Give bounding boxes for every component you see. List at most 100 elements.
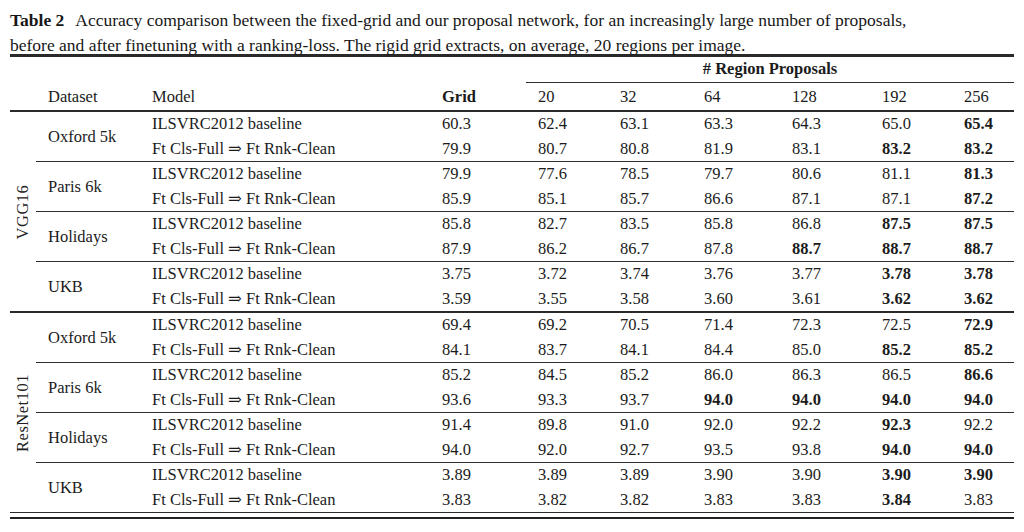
value-cell: 81.1 [870, 164, 952, 184]
network-label-cell: VGG16 [10, 112, 36, 311]
model-name: ILSVRC2012 baseline [140, 264, 430, 284]
model-name: Ft Cls-Full ⇒ Ft Rnk-Clean [140, 340, 430, 360]
value-cell: 87.2 [952, 189, 1014, 209]
value-cell: 83.2 [952, 139, 1014, 159]
model-name: Ft Cls-Full ⇒ Ft Rnk-Clean [140, 139, 430, 159]
model-name: Ft Cls-Full ⇒ Ft Rnk-Clean [140, 440, 430, 460]
value-cell: 81.3 [952, 164, 1014, 184]
value-cell: 89.8 [526, 415, 608, 435]
value-cell: 92.3 [870, 415, 952, 435]
col-header-model: Model [140, 87, 430, 107]
value-cell: 69.2 [526, 315, 608, 335]
value-cell: 85.8 [692, 214, 780, 234]
value-cell: 72.9 [952, 315, 1014, 335]
span-header-row: # Region Proposals [10, 57, 1014, 83]
value-cell: 85.2 [952, 340, 1014, 360]
value-cell: 3.90 [870, 465, 952, 485]
value-cell: 84.5 [526, 365, 608, 385]
value-cell: 93.7 [608, 390, 692, 410]
col-header-32: 32 [608, 87, 692, 107]
value-cell: 3.75 [430, 264, 526, 284]
model-name: Ft Cls-Full ⇒ Ft Rnk-Clean [140, 390, 430, 410]
value-cell: 3.76 [692, 264, 780, 284]
value-cell: 87.5 [870, 214, 952, 234]
value-cell: 77.6 [526, 164, 608, 184]
value-cell: 3.58 [608, 289, 692, 309]
dataset-group: Paris 6k ILSVRC2012 baseline85.284.585.2… [36, 362, 1014, 412]
value-cell: 3.78 [952, 264, 1014, 284]
value-cell: 87.1 [780, 189, 870, 209]
col-header-dataset: Dataset [36, 87, 140, 107]
value-cell: 94.0 [870, 440, 952, 460]
model-name: Ft Cls-Full ⇒ Ft Rnk-Clean [140, 239, 430, 259]
dataset-name: Holidays [36, 227, 140, 247]
model-name: ILSVRC2012 baseline [140, 214, 430, 234]
value-cell: 85.0 [780, 340, 870, 360]
value-cell: 94.0 [430, 440, 526, 460]
value-cell: 3.62 [952, 289, 1014, 309]
network-label: VGG16 [13, 184, 33, 239]
paper-page: Table 2Accuracy comparison between the f… [0, 0, 1024, 532]
value-cell: 93.3 [526, 390, 608, 410]
caption-line-1: Table 2Accuracy comparison between the f… [10, 10, 906, 30]
model-name: ILSVRC2012 baseline [140, 465, 430, 485]
value-cell: 3.62 [870, 289, 952, 309]
dataset-name: UKB [36, 478, 140, 498]
value-cell: 85.2 [430, 365, 526, 385]
dataset-group: UKB ILSVRC2012 baseline3.753.723.743.763… [36, 261, 1014, 311]
value-cell: 84.1 [430, 340, 526, 360]
value-cell: 85.2 [608, 365, 692, 385]
value-cell: 87.8 [692, 239, 780, 259]
value-cell: 3.59 [430, 289, 526, 309]
value-cell: 83.5 [608, 214, 692, 234]
model-name: Ft Cls-Full ⇒ Ft Rnk-Clean [140, 189, 430, 209]
value-cell: 3.83 [692, 490, 780, 510]
dataset-name: Oxford 5k [36, 328, 140, 348]
value-cell: 72.5 [870, 315, 952, 335]
value-cell: 3.55 [526, 289, 608, 309]
value-cell: 3.82 [526, 490, 608, 510]
dataset-name: Oxford 5k [36, 127, 140, 147]
value-cell: 3.74 [608, 264, 692, 284]
value-cell: 3.89 [608, 465, 692, 485]
value-cell: 80.7 [526, 139, 608, 159]
value-cell: 87.9 [430, 239, 526, 259]
network-label-cell: ResNet101 [10, 313, 36, 512]
value-cell: 94.0 [952, 390, 1014, 410]
value-cell: 69.4 [430, 315, 526, 335]
caption-text-1: Accuracy comparison between the fixed-gr… [75, 10, 906, 30]
value-cell: 64.3 [780, 114, 870, 134]
value-cell: 3.89 [430, 465, 526, 485]
value-cell: 85.1 [526, 189, 608, 209]
value-cell: 62.4 [526, 114, 608, 134]
value-cell: 65.4 [952, 114, 1014, 134]
value-cell: 81.9 [692, 139, 780, 159]
value-cell: 3.90 [952, 465, 1014, 485]
value-cell: 3.82 [608, 490, 692, 510]
value-cell: 92.2 [952, 415, 1014, 435]
table-caption: Table 2Accuracy comparison between the f… [0, 0, 1024, 54]
value-cell: 85.7 [608, 189, 692, 209]
value-cell: 92.0 [526, 440, 608, 460]
model-name: Ft Cls-Full ⇒ Ft Rnk-Clean [140, 490, 430, 510]
value-cell: 86.2 [526, 239, 608, 259]
value-cell: 92.0 [692, 415, 780, 435]
dataset-group: Holidays ILSVRC2012 baseline91.489.891.0… [36, 412, 1014, 462]
network-section: ResNet101 Oxford 5k ILSVRC2012 baseline 6… [10, 311, 1014, 512]
table-header: # Region Proposals Dataset Model Grid 20… [10, 57, 1014, 112]
value-cell: 78.5 [608, 164, 692, 184]
value-cell: 63.1 [608, 114, 692, 134]
value-cell: 3.78 [870, 264, 952, 284]
value-cell: 79.9 [430, 139, 526, 159]
value-cell: 3.90 [692, 465, 780, 485]
col-header-20: 20 [526, 87, 608, 107]
value-cell: 84.1 [608, 340, 692, 360]
value-cell: 91.4 [430, 415, 526, 435]
value-cell: 70.5 [608, 315, 692, 335]
value-cell: 72.3 [780, 315, 870, 335]
value-cell: 63.3 [692, 114, 780, 134]
value-cell: 86.6 [952, 365, 1014, 385]
value-cell: 88.7 [780, 239, 870, 259]
value-cell: 94.0 [870, 390, 952, 410]
value-cell: 82.7 [526, 214, 608, 234]
